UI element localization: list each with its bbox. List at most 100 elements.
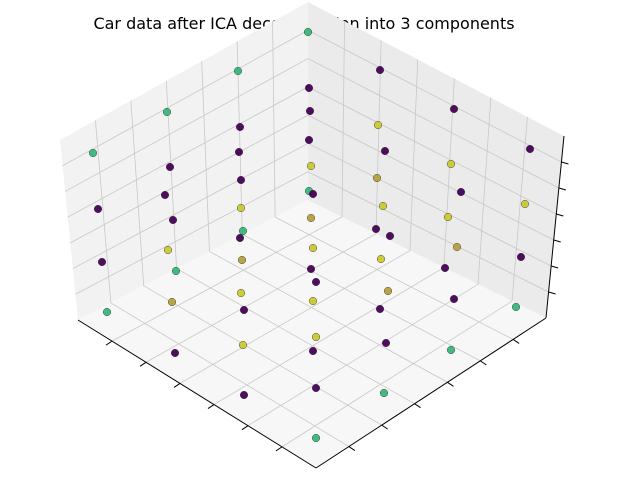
scatter-point [374, 120, 383, 129]
scatter-point [377, 254, 386, 263]
floor-grid-line [176, 268, 415, 405]
scatter-point [309, 189, 318, 198]
scatter-point [312, 434, 321, 443]
z-tick [556, 213, 564, 217]
scatter-point [168, 215, 177, 224]
scatter-point [238, 226, 247, 235]
scatter-point [376, 65, 385, 74]
right-pane-grid-line [409, 59, 419, 251]
scatter-point [526, 144, 535, 153]
x-tick [105, 340, 113, 346]
scatter-point [165, 162, 174, 171]
left-pane-grid-line [70, 114, 309, 244]
x-tick [207, 404, 215, 409]
scatter-point [453, 242, 462, 251]
right-pane-grid-line [307, 86, 557, 215]
scatter-point [237, 256, 246, 265]
scatter-point [379, 201, 388, 210]
scatter-point [238, 341, 247, 350]
left-pane-grid-line [201, 61, 210, 252]
floor-grid-line [209, 251, 448, 383]
scatter-point [380, 389, 389, 398]
floor-grid-line [111, 216, 343, 342]
scatter-point [450, 104, 459, 113]
y-tick [512, 339, 520, 344]
right-pane-grid-line [341, 21, 345, 217]
scatter-point [309, 347, 318, 356]
scatter-point [162, 107, 171, 116]
scatter-point [93, 204, 102, 213]
x-tick [139, 361, 147, 367]
floor-grid-line [247, 283, 479, 427]
scatter-point [457, 187, 466, 196]
y-tick [447, 381, 454, 387]
grid-lines [62, 21, 562, 448]
floor-grid-line [281, 300, 513, 448]
axis-ticks [105, 161, 569, 452]
left-pane-grid-line [72, 143, 309, 269]
scatter-point [521, 199, 530, 208]
scatter-point [304, 28, 313, 37]
floor-grid-line [145, 233, 377, 363]
scatter-point [97, 258, 106, 267]
scatter-point [386, 231, 395, 240]
axis-edges [77, 135, 565, 469]
scatter-point [88, 148, 97, 157]
z-tick [548, 291, 556, 295]
left-pane-grid-line [62, 29, 309, 167]
floor-pane [78, 200, 546, 468]
x-tick [173, 383, 181, 388]
scatter-point [376, 305, 385, 314]
scatter-point [307, 265, 316, 274]
scatter-point [384, 287, 393, 296]
scatter-point [239, 391, 248, 400]
floor-grid-line [143, 285, 382, 426]
scatter-point [447, 346, 456, 355]
scatter-point [305, 83, 314, 92]
left-pane-grid-line [75, 171, 309, 295]
scatter-point [167, 298, 176, 307]
scatter-point [373, 173, 382, 182]
floor-grid-line [179, 250, 411, 384]
y-tick [414, 403, 421, 409]
left-pane-grid-line [67, 86, 309, 218]
scatter-point [160, 190, 169, 199]
scatter-point [309, 297, 318, 306]
right-pane-grid-line [307, 171, 549, 293]
left-pane-grid-line [130, 100, 145, 286]
scatter-point [512, 303, 521, 312]
scatter-point [235, 122, 244, 131]
scatter-point [312, 333, 321, 342]
scatter-point [233, 66, 242, 75]
floor-grid-line [110, 302, 350, 447]
x-tick [275, 446, 283, 452]
scatter-point [312, 384, 321, 393]
scatter-point [309, 243, 318, 252]
scatter-point [235, 233, 244, 242]
z-tick [551, 265, 559, 269]
scatter-point [170, 349, 179, 358]
right-pane-grid-line [307, 114, 554, 241]
scatter-point [171, 267, 180, 276]
scatter-point [102, 308, 111, 317]
scatter-point [444, 212, 453, 221]
scatter-point [312, 278, 321, 287]
right-pane-grid-line [511, 116, 528, 302]
z-axis-line [545, 135, 565, 319]
scatter-point [239, 306, 248, 315]
scatter-point [372, 224, 381, 233]
floor-grid-line [242, 233, 481, 362]
y-axis-line [315, 317, 547, 469]
y-tick [480, 360, 487, 366]
scatter-point [447, 159, 456, 168]
left-pane-grid-line [95, 120, 112, 303]
scatter-point [307, 213, 316, 222]
scatter-point [441, 264, 450, 273]
right-pane-grid-line [477, 97, 492, 285]
scatter-point [163, 245, 172, 254]
left-pane-grid-line [272, 21, 276, 218]
left-pane-grid-line [64, 58, 309, 192]
data-points [88, 28, 535, 443]
